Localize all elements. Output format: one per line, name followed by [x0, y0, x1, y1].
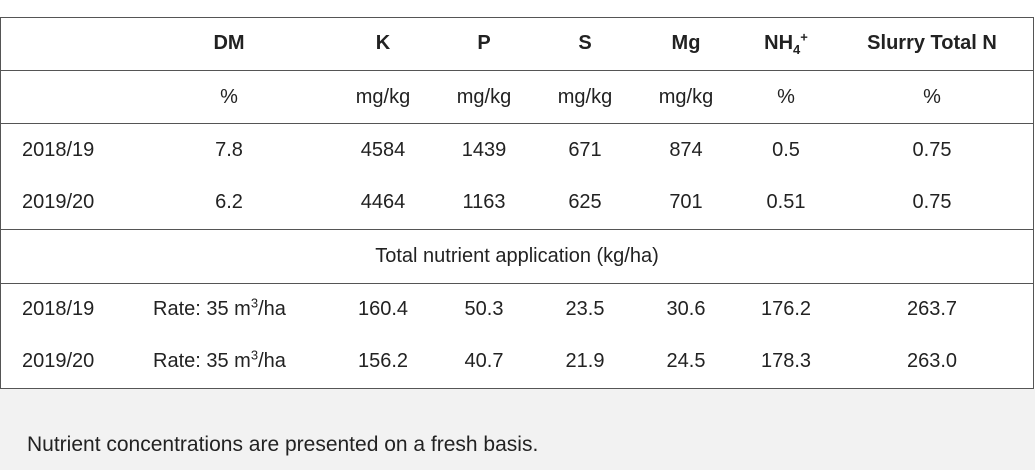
table-cell: 1163: [462, 191, 506, 213]
table-cell: 160.4: [357, 298, 409, 320]
table-cell: 156.2: [357, 350, 409, 372]
table-cell: Rate: 35 m3/ha: [153, 296, 286, 320]
table-cell: Mg: [671, 32, 701, 54]
cell-part: 4: [793, 42, 801, 57]
table-cell: 2019/20: [22, 350, 95, 372]
cell-part: Rate: 35 m: [153, 350, 251, 372]
cell-part: /ha: [258, 298, 286, 320]
table-cell: 263.7: [906, 298, 958, 320]
table-border: [0, 388, 1033, 389]
cell-part: NH: [764, 32, 794, 54]
table-cell: 21.9: [565, 350, 605, 372]
row-divider: [0, 70, 1033, 71]
table-cell: 874: [669, 139, 703, 161]
row-divider: [0, 283, 1033, 284]
table-cell: Rate: 35 m3/ha: [153, 348, 286, 372]
table-cell: 30.6: [666, 298, 706, 320]
footer: Nutrient concentrations are presented on…: [0, 389, 1035, 470]
cell-part: /ha: [258, 350, 286, 372]
table-cell: Slurry Total N: [867, 32, 997, 54]
table-cell: 701: [669, 191, 703, 213]
table-cell: 263.0: [906, 350, 958, 372]
table-border: [0, 17, 1, 389]
table-cell: 2018/19: [22, 298, 95, 320]
table-border: [1033, 17, 1034, 389]
table-cell: mg/kg: [658, 86, 714, 108]
table-cell: K: [375, 32, 391, 54]
table-cell: 1439: [461, 139, 507, 161]
table-cell: mg/kg: [557, 86, 613, 108]
cell-part: 3: [250, 347, 259, 363]
table-cell: 0.75: [912, 139, 952, 161]
table-border: [0, 17, 1033, 18]
table-cell: P: [477, 32, 491, 54]
table-cell: 176.2: [760, 298, 812, 320]
table-cell: 50.3: [464, 298, 504, 320]
row-divider: [0, 229, 1033, 230]
footnote: Nutrient concentrations are presented on…: [27, 433, 539, 456]
table-cell: 0.5: [772, 139, 800, 161]
table-cell: mg/kg: [456, 86, 512, 108]
table-cell: 2018/19: [22, 139, 95, 161]
table-cell: mg/kg: [355, 86, 411, 108]
row-divider: [0, 123, 1033, 124]
table-cell: 6.2: [215, 191, 243, 213]
table-cell: NH4+: [764, 30, 808, 56]
table-cell: %: [777, 86, 795, 108]
table-cell: 4464: [360, 191, 406, 213]
table-cell: %: [923, 86, 941, 108]
table-cell: 40.7: [464, 350, 504, 372]
table-cell: 23.5: [565, 298, 605, 320]
table-cell: S: [578, 32, 592, 54]
table-cell: 24.5: [666, 350, 706, 372]
table-cell: 4584: [360, 139, 406, 161]
table-cell: 178.3: [760, 350, 812, 372]
table-cell: Total nutrient application (kg/ha): [375, 245, 659, 267]
cell-part: +: [800, 29, 808, 45]
table-cell: 625: [568, 191, 602, 213]
table-cell: 2019/20: [22, 191, 95, 213]
cell-part: 3: [250, 295, 259, 311]
table-cell: %: [220, 86, 238, 108]
table-cell: DM: [213, 32, 245, 54]
table-cell: 0.75: [912, 191, 952, 213]
cell-part: Rate: 35 m: [153, 298, 251, 320]
table-cell: 7.8: [215, 139, 243, 161]
table-cell: 671: [568, 139, 602, 161]
table-cell: 0.51: [766, 191, 806, 213]
